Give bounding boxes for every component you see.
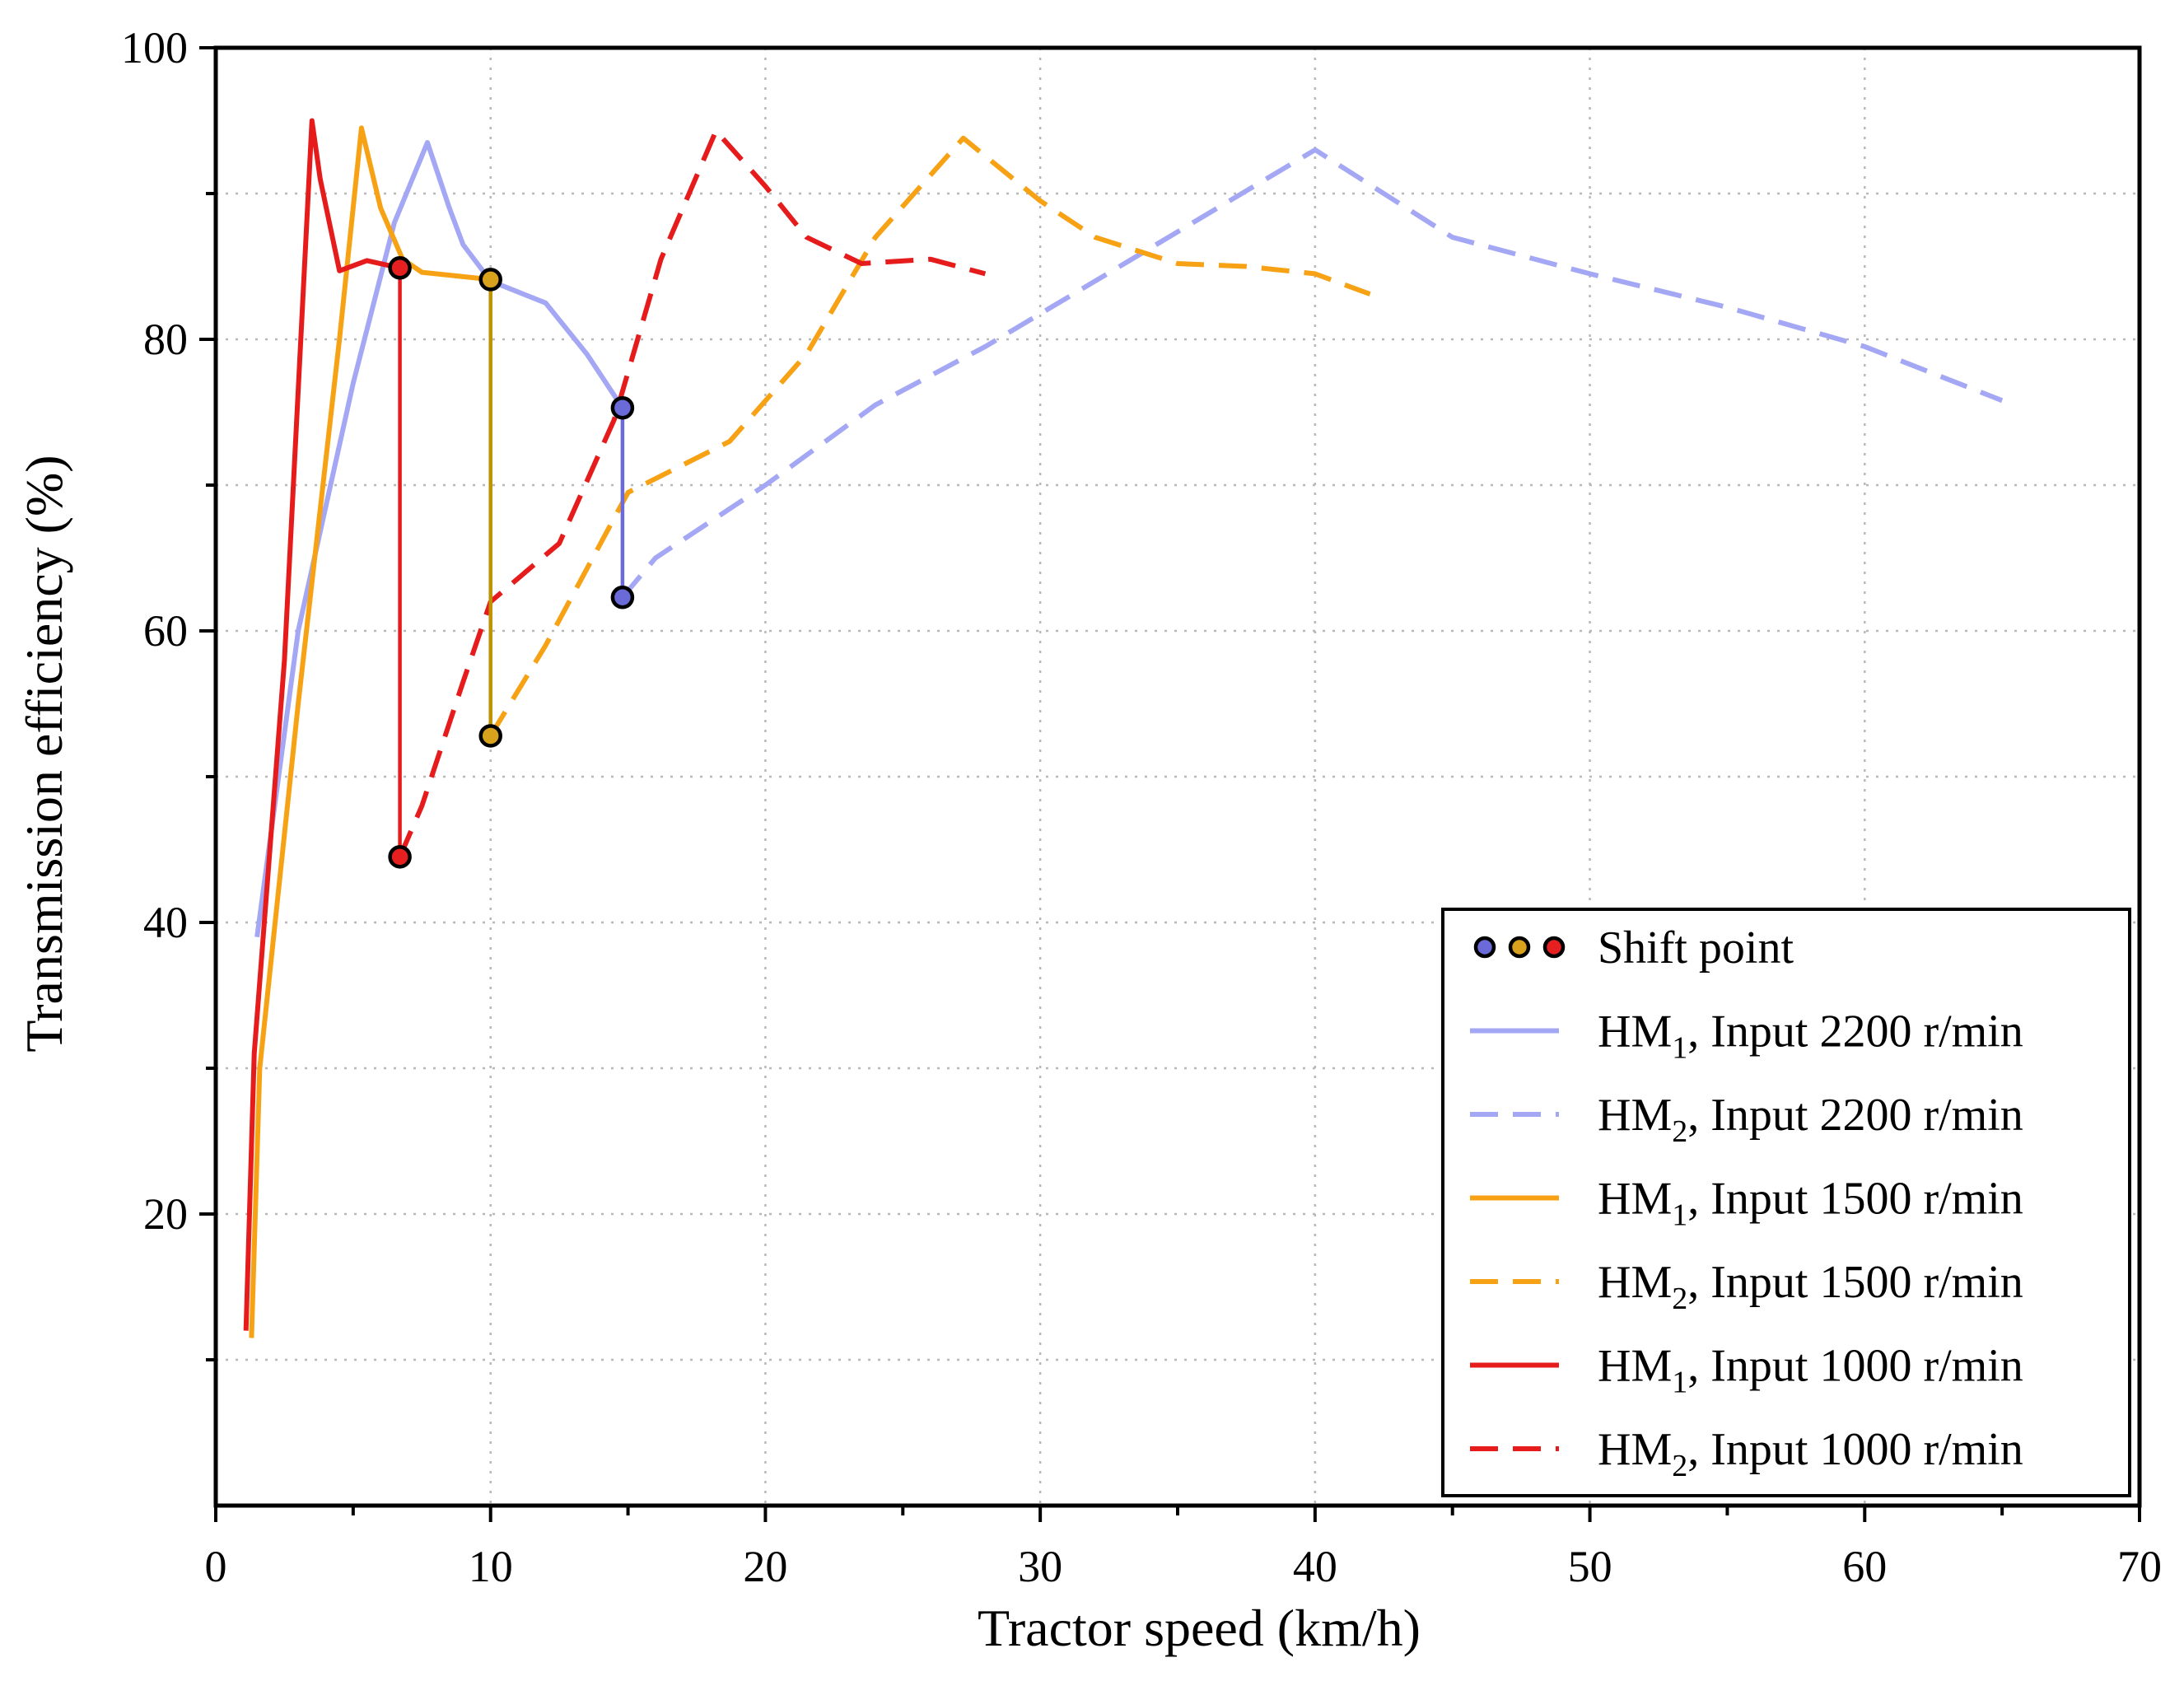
x-tick-label: 30	[1018, 1542, 1062, 1591]
y-tick-label: 20	[143, 1189, 188, 1239]
shift-point-low-1	[610, 586, 635, 609]
tick-labels: 0 10 20 30 40 50 60 70 20 40 60 80 100	[121, 23, 2162, 1591]
legend-label-5: HM1, Input 1000 r/min	[1598, 1341, 2023, 1400]
ticks	[199, 46, 2141, 1522]
legend-label-6: HM2, Input 1000 r/min	[1598, 1424, 2023, 1483]
y-tick-label: 80	[143, 315, 188, 364]
x-tick-label: 0	[205, 1542, 227, 1591]
legend-label-4: HM2, Input 1500 r/min	[1598, 1257, 2023, 1316]
series-layer	[243, 118, 2004, 1338]
legend-box	[1441, 908, 2131, 1497]
x-axis-title: Tractor speed (km/h)	[978, 1599, 1421, 1657]
x-tick-label: 40	[1293, 1542, 1337, 1591]
x-tick-label: 70	[2117, 1542, 2162, 1591]
x-tick-label: 60	[1842, 1542, 1887, 1591]
series-line-3	[249, 125, 492, 1338]
x-tick-label: 20	[743, 1542, 787, 1591]
shift-point-high-3	[388, 256, 412, 280]
y-tick-label: 40	[143, 898, 188, 947]
y-tick-label: 60	[143, 606, 188, 656]
legend: Shift point HM1, Input 2200 r/min HM2, Inp…	[1441, 908, 2131, 1497]
x-tick-label: 10	[469, 1542, 513, 1591]
legend-shift-marker-1	[1473, 936, 1496, 959]
y-axis-title: Transmission efficiency (%)	[15, 455, 73, 1052]
shift-points-layer	[388, 256, 635, 869]
series-line-2	[620, 147, 2004, 600]
series-line-5	[243, 118, 401, 1331]
legend-label-1: HM1, Input 2200 r/min	[1598, 1006, 2023, 1066]
legend-label-3: HM1, Input 1500 r/min	[1598, 1174, 2023, 1233]
series-line-1	[254, 140, 625, 938]
legend-label-shift-point: Shift point	[1598, 922, 1794, 974]
shift-point-low-2	[478, 724, 502, 748]
y-tick-label: 100	[121, 23, 188, 72]
series-line-6	[397, 128, 987, 858]
x-tick-label: 50	[1568, 1542, 1612, 1591]
legend-shift-marker-2	[1508, 936, 1531, 959]
shift-point-high-2	[478, 268, 502, 292]
series-line-4	[488, 135, 1371, 737]
shift-point-low-3	[388, 845, 412, 869]
shift-point-high-1	[610, 395, 635, 420]
legend-shift-marker-3	[1542, 936, 1566, 959]
legend-label-2: HM2, Input 2200 r/min	[1598, 1090, 2023, 1149]
